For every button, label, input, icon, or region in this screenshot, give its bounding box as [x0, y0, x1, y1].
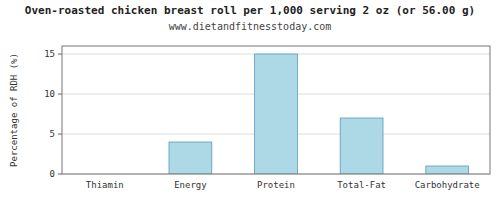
chart-container: Oven-roasted chicken breast roll per 1,0… — [0, 0, 500, 200]
y-tick — [58, 54, 62, 55]
y-axis-label: Percentage of RDH (%) — [9, 53, 19, 167]
title: Oven-roasted chicken breast roll per 1,0… — [25, 4, 475, 17]
bar — [340, 118, 383, 174]
bar — [426, 166, 469, 174]
y-tick — [58, 174, 62, 175]
y-tick — [58, 94, 62, 95]
grid — [62, 54, 490, 174]
bar — [255, 54, 298, 174]
y-tick-label: 15 — [44, 49, 55, 59]
x-tick-label: Thiamin — [86, 180, 124, 190]
x-tick-label: Protein — [257, 180, 295, 190]
y-tick-label: 0 — [50, 169, 55, 179]
bars — [169, 54, 469, 174]
y-tick-label: 5 — [50, 129, 55, 139]
x-tick-label: Carbohydrate — [415, 180, 480, 190]
y-tick-label: 10 — [44, 89, 55, 99]
x-tick-label: Energy — [174, 180, 207, 190]
y-tick — [58, 134, 62, 135]
x-tick-label: Total-Fat — [337, 180, 386, 190]
chart: Oven-roasted chicken breast roll per 1,0… — [0, 0, 500, 200]
subtitle: www.dietandfitnesstoday.com — [169, 21, 332, 32]
bar — [169, 142, 212, 174]
plot-frame — [62, 46, 490, 174]
